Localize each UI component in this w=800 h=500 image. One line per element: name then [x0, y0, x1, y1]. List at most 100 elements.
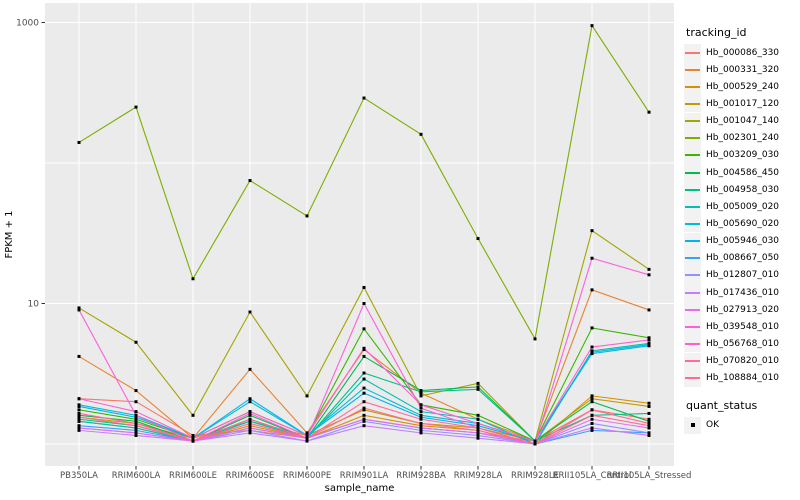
legend-entry-Hb_001017_120: Hb_001017_120: [684, 95, 800, 113]
x-tick-label: RRIM600SE: [226, 471, 275, 481]
data-point: [362, 413, 366, 417]
legend-entry-label: Hb_005946_030: [706, 236, 780, 247]
legend-key: [684, 232, 701, 250]
legend-entry-label: Hb_004586_450: [706, 167, 780, 178]
data-point: [305, 431, 309, 435]
data-point: [248, 417, 252, 421]
data-point: [305, 439, 309, 443]
data-point: [134, 415, 138, 419]
data-point: [647, 411, 651, 415]
data-point: [191, 439, 195, 443]
data-point: [419, 403, 423, 407]
legend-key-line-swatch: [685, 154, 700, 157]
data-point: [77, 411, 81, 415]
data-point: [248, 419, 252, 423]
legend-entry-label: Hb_001047_140: [706, 116, 780, 127]
x-tick-label: RRIM600PE: [283, 471, 331, 481]
legend-key-line-swatch: [685, 205, 700, 208]
x-tick-label: RRIM928LE: [511, 471, 559, 481]
data-point: [134, 417, 138, 421]
data-point: [647, 267, 651, 271]
x-tick-label: RRIM928LA: [454, 471, 503, 481]
data-point: [419, 426, 423, 430]
data-point: [248, 410, 252, 414]
data-point: [305, 214, 309, 218]
data-point: [134, 424, 138, 428]
data-point: [77, 408, 81, 412]
data-point: [134, 413, 138, 417]
data-point: [248, 421, 252, 425]
legend-entry-label: Hb_002301_240: [706, 133, 780, 144]
data-point: [362, 386, 366, 390]
data-point: [77, 428, 81, 432]
legend-items-tracking-id: Hb_000086_330 Hb_000331_320 Hb_000529_240 H…: [684, 44, 800, 387]
data-point: [647, 424, 651, 428]
legend-entry-quant-OK: OK: [684, 416, 800, 434]
data-point: [476, 436, 480, 440]
legend-key-line-swatch: [685, 85, 700, 88]
legend-entry-Hb_008667_050: Hb_008667_050: [684, 249, 800, 267]
legend-key: [684, 416, 701, 434]
data-point: [419, 424, 423, 428]
legend-title-tracking-id: tracking_id: [686, 26, 747, 39]
data-point: [533, 439, 537, 443]
data-point: [134, 410, 138, 414]
data-point: [419, 431, 423, 435]
data-point: [419, 394, 423, 398]
data-point: [533, 442, 537, 446]
legend-entry-Hb_003209_030: Hb_003209_030: [684, 146, 800, 164]
legend-entry-Hb_000529_240: Hb_000529_240: [684, 78, 800, 96]
data-point: [248, 397, 252, 401]
data-point: [362, 327, 366, 331]
data-point: [362, 419, 366, 423]
data-point: [590, 428, 594, 432]
data-point: [362, 285, 366, 289]
legend-entry-Hb_012807_010: Hb_012807_010: [684, 266, 800, 284]
legend-entry-label: Hb_012807_010: [706, 270, 780, 281]
data-point: [134, 419, 138, 423]
data-point: [476, 413, 480, 417]
legend-entry-Hb_000086_330: Hb_000086_330: [684, 44, 800, 62]
legend-entry-Hb_004586_450: Hb_004586_450: [684, 164, 800, 182]
legend-key-line-swatch: [685, 308, 700, 311]
data-point: [134, 389, 138, 393]
legend-entry-Hb_005946_030: Hb_005946_030: [684, 232, 800, 250]
legend-key-line-swatch: [685, 342, 700, 345]
data-point: [590, 326, 594, 330]
data-point: [476, 426, 480, 430]
legend-entry-label: Hb_017436_010: [706, 287, 780, 298]
data-point: [476, 385, 480, 389]
data-point: [647, 433, 651, 437]
y-tick-label: 10: [28, 300, 40, 310]
data-point: [362, 377, 366, 381]
data-point: [134, 340, 138, 344]
legend-entry-Hb_002301_240: Hb_002301_240: [684, 129, 800, 147]
data-point: [362, 302, 366, 305]
data-point: [134, 426, 138, 430]
data-point: [134, 431, 138, 435]
legend-key: [684, 181, 701, 199]
data-point: [476, 433, 480, 437]
data-point: [305, 433, 309, 437]
data-point: [362, 408, 366, 412]
data-point: [476, 431, 480, 435]
data-point: [305, 394, 309, 398]
data-point: [590, 400, 594, 404]
legend-entry-label: Hb_027913_020: [706, 304, 780, 315]
legend-key-line-swatch: [685, 137, 700, 140]
data-point: [77, 397, 81, 401]
data-point: [590, 397, 594, 401]
data-point: [590, 413, 594, 417]
legend-key: [684, 44, 701, 62]
data-point: [419, 132, 423, 136]
legend-entry-Hb_108884_010: Hb_108884_010: [684, 369, 800, 387]
data-point: [476, 424, 480, 428]
data-point: [362, 346, 366, 350]
data-point: [590, 417, 594, 421]
legend-entry-Hb_004958_030: Hb_004958_030: [684, 181, 800, 199]
legend-key-line-swatch: [685, 68, 700, 71]
data-point: [77, 426, 81, 430]
legend-key-point-swatch: [690, 423, 695, 428]
data-point: [248, 431, 252, 435]
